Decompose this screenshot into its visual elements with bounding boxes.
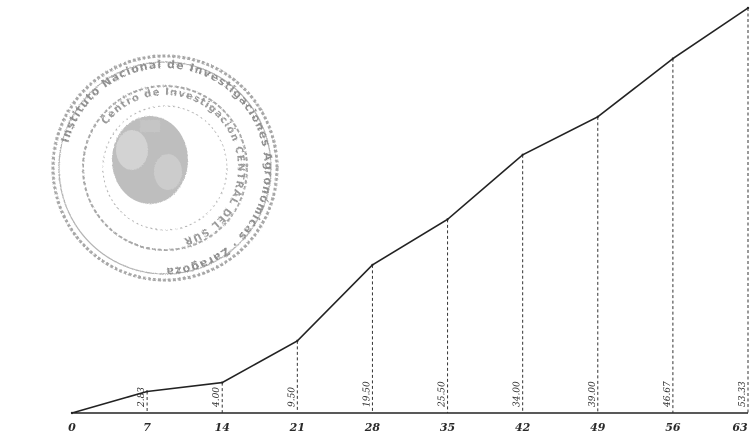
x-tick-label: 42 xyxy=(515,421,531,434)
x-tick-label: 14 xyxy=(215,421,230,434)
seal-stamp: Instituto Nacional de Investigaciones Ag… xyxy=(51,54,279,282)
x-tick-label: 35 xyxy=(440,421,455,434)
data-label: 2.83 xyxy=(137,387,147,408)
x-tick-label: 63 xyxy=(732,421,748,434)
data-label: 39.00 xyxy=(588,381,598,407)
x-tick-label: 21 xyxy=(289,421,305,434)
data-point xyxy=(70,411,74,415)
data-label: 9.50 xyxy=(287,387,297,407)
data-label: 4.00 xyxy=(212,387,222,408)
data-labels: 2.83 4.00 9.50 19.50 25.50 34.00 39.00 46.67 53.… xyxy=(137,381,748,408)
data-point xyxy=(746,6,750,10)
x-tick-label: 7 xyxy=(143,421,151,434)
data-label: 25.50 xyxy=(438,381,448,408)
seal-emblem xyxy=(112,116,188,204)
data-label: 19.50 xyxy=(362,381,372,407)
data-point xyxy=(296,339,299,343)
data-point xyxy=(446,218,449,221)
data-point xyxy=(221,381,224,384)
data-point xyxy=(521,153,524,156)
x-tick-label: 0 xyxy=(68,421,76,434)
x-tick-label: 28 xyxy=(364,421,381,434)
data-point xyxy=(371,263,374,267)
data-points xyxy=(70,6,750,415)
x-tick-label: 49 xyxy=(590,421,606,434)
data-label: 34.00 xyxy=(513,381,523,407)
drop-lines xyxy=(146,8,749,413)
data-point xyxy=(145,390,149,393)
data-label: 53.33 xyxy=(738,381,748,407)
series-line xyxy=(71,7,749,414)
x-tick-label: 56 xyxy=(665,421,681,434)
data-point xyxy=(596,115,599,119)
data-point xyxy=(671,57,675,60)
data-label: 46.67 xyxy=(663,381,673,408)
x-tick-labels: 0 7 14 21 28 35 42 49 56 63 xyxy=(68,421,748,434)
